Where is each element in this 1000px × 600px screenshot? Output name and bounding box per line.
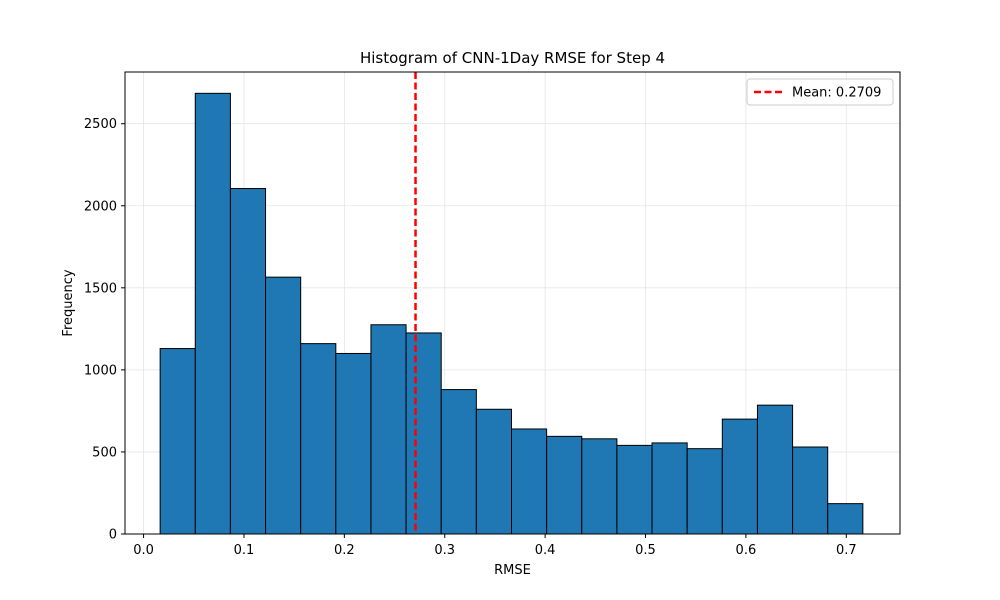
histogram-bar [405,332,442,535]
histogram-bar [756,404,794,535]
histogram-bar [265,276,302,535]
histogram-bar [229,188,267,535]
x-tick-label: 0.2 [334,543,355,558]
legend-mean-label: Mean: 0.2709 [792,86,881,101]
y-axis-ticks: 0 500 1000 1500 2000 2500 [84,117,125,543]
y-axis-label: Frequency [61,269,76,336]
legend: Mean: 0.2709 [746,78,894,106]
histogram-bar [335,352,372,535]
x-axis-label: RMSE [494,563,531,578]
x-tick-label: 0.1 [234,543,255,558]
y-tick-label: 1000 [84,363,117,378]
plot-frame [124,71,901,535]
x-tick-label: 0.7 [836,543,857,558]
chart-title: Histogram of CNN-1Day RMSE for Step 4 [360,49,665,67]
y-tick-label: 2000 [84,199,117,214]
histogram-bar [792,446,829,535]
x-tick-label: 0.4 [535,543,556,558]
y-tick-label: 1500 [84,281,117,296]
legend-box [746,78,894,106]
histogram-bar [721,418,758,535]
histogram-bar [300,343,337,535]
histogram-bar [827,503,864,535]
histogram-bar [194,92,231,535]
x-tick-label: 0.3 [434,543,455,558]
histogram-bar [546,435,583,535]
histogram-bar [651,442,688,535]
histogram-bar [440,389,477,535]
histogram-bar [475,408,512,535]
y-tick-label: 0 [109,528,117,543]
histogram-bar [159,348,196,535]
x-tick-label: 0.6 [736,543,757,558]
x-tick-label: 0.0 [133,543,154,558]
histogram-bar [581,438,618,535]
y-tick-label: 500 [92,445,117,460]
histogram-bar [510,428,548,535]
histogram-bar [370,324,407,535]
histogram-bar [686,448,723,535]
y-tick-label: 2500 [84,117,117,132]
x-axis-ticks: 0.0 0.1 0.2 0.3 0.4 0.5 0.6 0.7 [133,534,857,558]
histogram-bar [616,444,653,535]
x-tick-label: 0.5 [635,543,656,558]
histogram-bars [159,92,864,535]
